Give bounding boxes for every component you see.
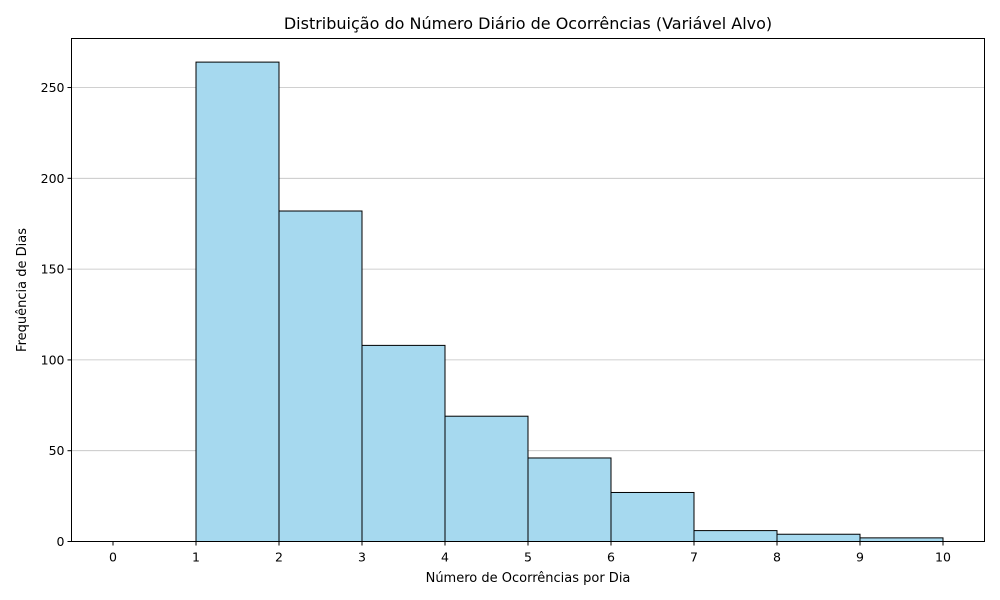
x-axis-label: Número de Ocorrências por Dia <box>426 571 631 586</box>
x-axis-ticks: 0 1 2 3 4 5 6 7 8 9 10 <box>109 541 951 565</box>
histogram-bar <box>278 210 363 542</box>
y-tick-label: 0 <box>57 534 65 549</box>
x-tick-label: 2 <box>275 550 283 565</box>
chart-title: Distribuição do Número Diário de Ocorrên… <box>284 14 772 33</box>
x-tick-label: 0 <box>109 550 117 565</box>
y-tick-label: 200 <box>41 171 65 186</box>
bars <box>195 61 944 543</box>
y-axis-label: Frequência de Dias <box>15 228 30 352</box>
y-tick-label: 150 <box>41 262 65 277</box>
x-tick-label: 4 <box>441 550 449 565</box>
x-tick-label: 10 <box>935 550 951 565</box>
x-tick-label: 9 <box>856 550 864 565</box>
histogram-bar <box>859 537 944 542</box>
histogram-bar <box>527 457 612 542</box>
x-tick-label: 6 <box>607 550 615 565</box>
x-tick-label: 7 <box>690 550 698 565</box>
x-tick-label: 1 <box>192 550 200 565</box>
histogram-bar <box>610 491 695 543</box>
histogram-bar <box>361 344 446 543</box>
histogram-bar <box>444 415 529 543</box>
x-tick-label: 8 <box>773 550 781 565</box>
histogram-bar <box>776 533 861 542</box>
x-tick-label: 3 <box>358 550 366 565</box>
y-tick-label: 50 <box>49 443 65 458</box>
x-tick-label: 5 <box>524 550 532 565</box>
y-axis-ticks: 0 50 100 150 200 250 <box>41 80 72 549</box>
histogram-bar <box>693 530 778 542</box>
y-tick-label: 100 <box>41 352 65 367</box>
y-tick-label: 250 <box>41 80 65 95</box>
histogram-bar <box>195 61 280 542</box>
